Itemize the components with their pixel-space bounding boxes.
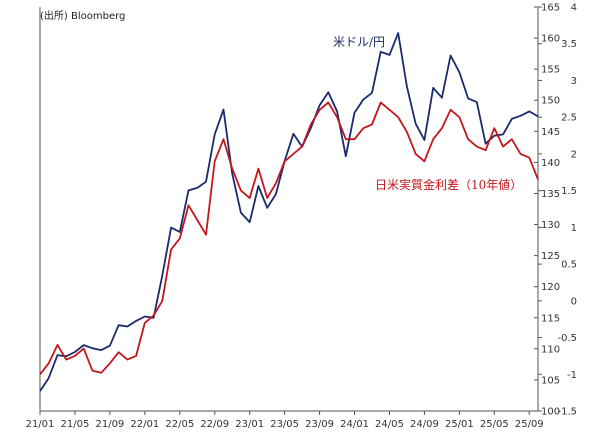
x-tick-label: 22/09 [200,419,229,430]
x-tick-label: 25/05 [480,419,509,430]
source-note: (出所) Bloomberg [40,9,125,22]
y-right-tick-label: 3.5 [561,39,577,50]
y-left-tick-label: 155 [541,65,560,76]
real-rate-series-label: 日米実質金利差（10年値） [375,177,522,192]
y-right-tick-label: 4 [571,3,577,14]
x-tick-label: 24/01 [340,419,369,430]
y-left-tick-label: 135 [541,189,560,200]
y-left-tick-label: 130 [541,220,560,231]
y-left-tick-label: 140 [541,158,560,169]
x-tick-label: 22/05 [165,419,194,430]
x-tick-label: 23/09 [305,419,334,430]
x-tick-label: 25/09 [515,419,544,430]
y-left-tick-label: 110 [541,344,560,355]
x-tick-label: 22/01 [130,419,159,430]
y-right-tick-label: 0.5 [561,260,577,271]
y-right-tick-label: 1 [571,223,577,234]
x-tick-label: 23/05 [270,419,299,430]
y-left-tick-label: 105 [541,375,560,386]
x-tick-label: 24/09 [410,419,439,430]
x-tick-label: 24/05 [375,419,404,430]
y-right-tick-label: 0 [571,296,577,307]
x-tick-label: 23/01 [235,419,264,430]
axes: 1001051101151201251301351401451501551601… [26,3,577,431]
y-left-tick-label: 115 [541,313,560,324]
x-tick-label: 21/05 [61,419,90,430]
y-right-tick-label: 2.5 [561,113,577,124]
y-left-tick-label: 165 [541,3,560,14]
x-tick-label: 25/01 [445,419,474,430]
y-left-tick-label: 100 [541,407,560,418]
x-tick-label: 21/01 [26,419,55,430]
y-right-tick-label: 3 [571,76,577,87]
y-left-tick-label: 160 [541,34,560,45]
usdjpy-line [39,32,539,392]
usdjpy-series-label: 米ドル/円 [333,35,385,49]
y-left-tick-label: 125 [541,251,560,262]
y-right-tick-label: 2 [571,149,577,160]
y-right-tick-label: -0.5 [557,333,577,344]
real-rate-diff-line [39,101,539,375]
y-right-tick-label: -1.5 [557,407,577,418]
x-tick-label: 21/09 [95,419,124,430]
series-lines [39,32,539,392]
y-right-tick-label: 1.5 [561,186,577,197]
y-left-tick-label: 145 [541,127,560,138]
y-left-tick-label: 120 [541,282,560,293]
y-right-tick-label: -1 [567,370,577,381]
y-left-tick-label: 150 [541,96,560,107]
